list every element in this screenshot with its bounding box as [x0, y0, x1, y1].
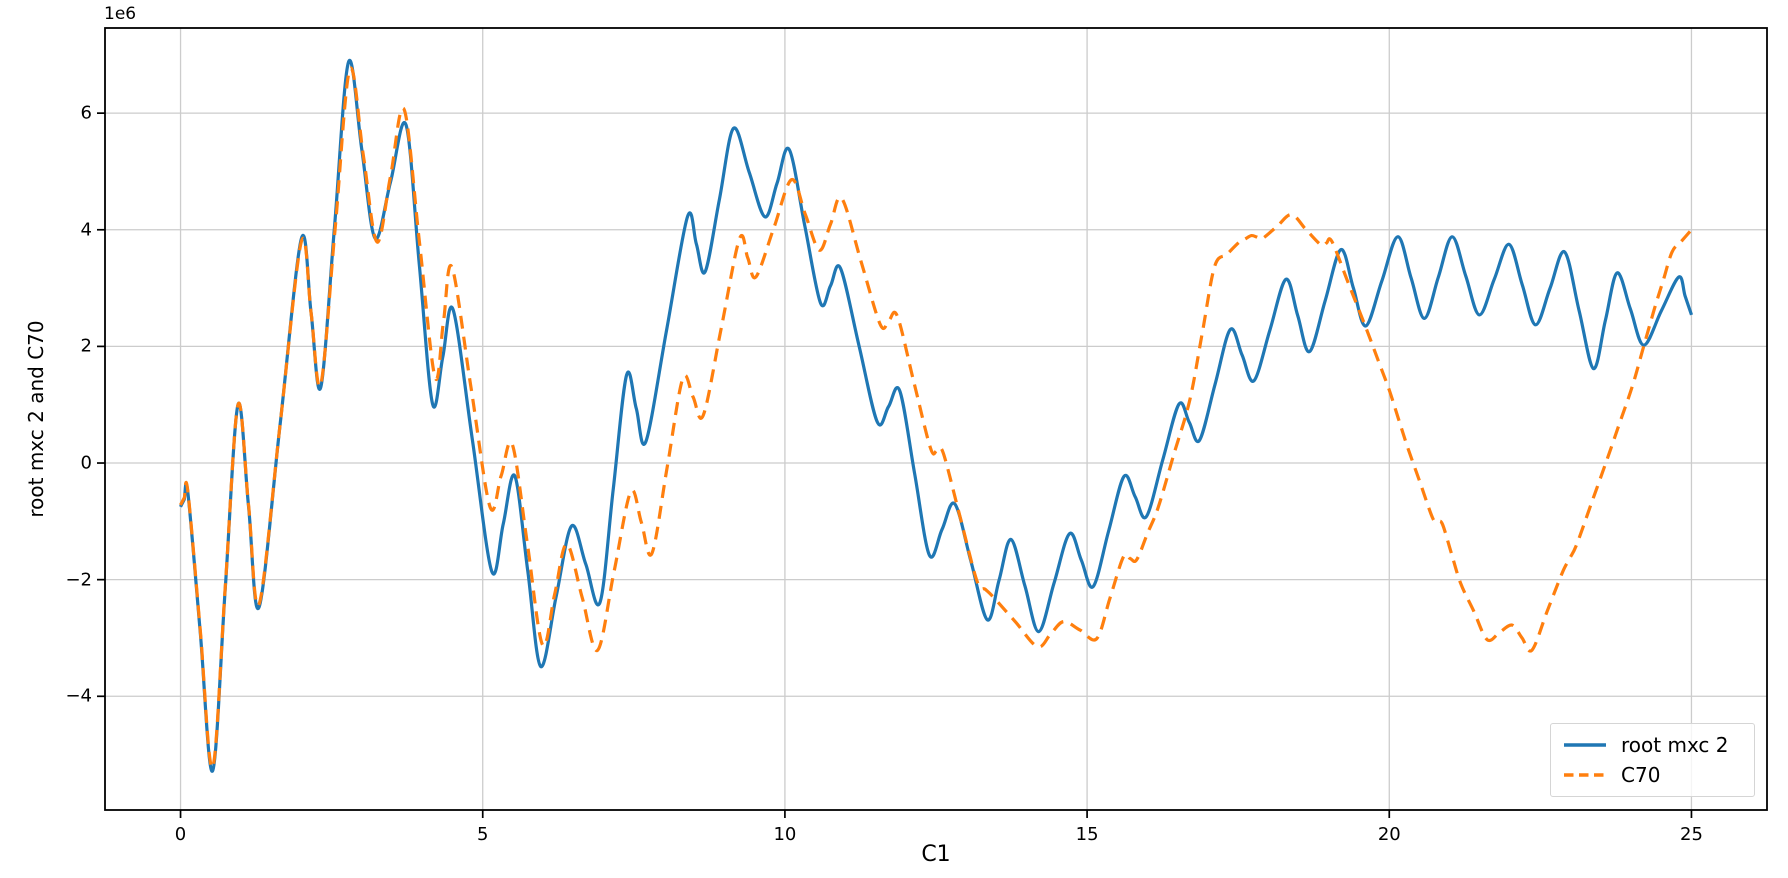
y-tick-label: 4 [80, 219, 92, 241]
x-tick-label: 15 [1075, 824, 1099, 845]
legend-line-solid-icon [1564, 743, 1606, 747]
legend-label: root mxc 2 [1621, 733, 1729, 757]
y-axis-label: root mxc 2 and C70 [24, 320, 48, 518]
y-tick-label: 6 [80, 102, 92, 124]
legend-label: C70 [1621, 763, 1661, 787]
y-tick-label: −4 [65, 685, 92, 707]
y-tick-label: 0 [80, 452, 92, 474]
legend-entry-root-mxc-2: root mxc 2 [1563, 730, 1744, 760]
y-axis-offset-label: 1e6 [104, 4, 137, 24]
axes-spines [104, 27, 1768, 811]
x-tick-label: 20 [1377, 824, 1401, 845]
x-tick-label: 5 [476, 824, 489, 845]
x-tick-label: 0 [174, 824, 187, 845]
y-tick-label: −2 [65, 569, 92, 591]
x-axis-label: C1 [921, 842, 951, 867]
x-tick-label: 25 [1680, 824, 1703, 845]
y-tick-label: 2 [80, 335, 92, 357]
series-line-root-mxc-2 [179, 58, 1694, 773]
legend: root mxc 2 C70 [1550, 723, 1755, 797]
legend-line-dashed-icon [1564, 773, 1606, 777]
x-tick-label: 10 [773, 824, 797, 845]
legend-entry-c70: C70 [1563, 760, 1744, 790]
series-line-c70 [179, 66, 1693, 770]
